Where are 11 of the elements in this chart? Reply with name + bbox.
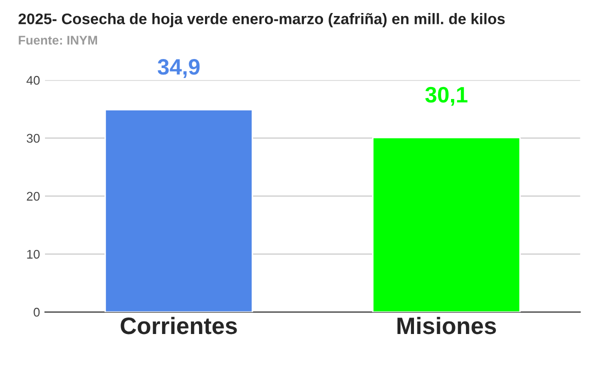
data-label: 34,9	[158, 59, 200, 78]
y-tick-label: 40	[26, 76, 40, 85]
y-tick-label: 10	[27, 250, 40, 259]
chart-title: 2025- Cosecha de hoja verde enero-marzo (zafriña) en mill. de kilos	[18, 13, 505, 28]
x-tick-label: Corrientes	[120, 316, 237, 334]
y-tick-label: 0	[34, 308, 40, 317]
y-tick-label: 30	[26, 134, 40, 143]
y-tick-label: 20	[26, 192, 40, 201]
data-label: 30,1	[425, 86, 468, 106]
x-tick-label: Misiones	[397, 316, 496, 334]
source-note: Fuente: INYM	[18, 36, 98, 45]
